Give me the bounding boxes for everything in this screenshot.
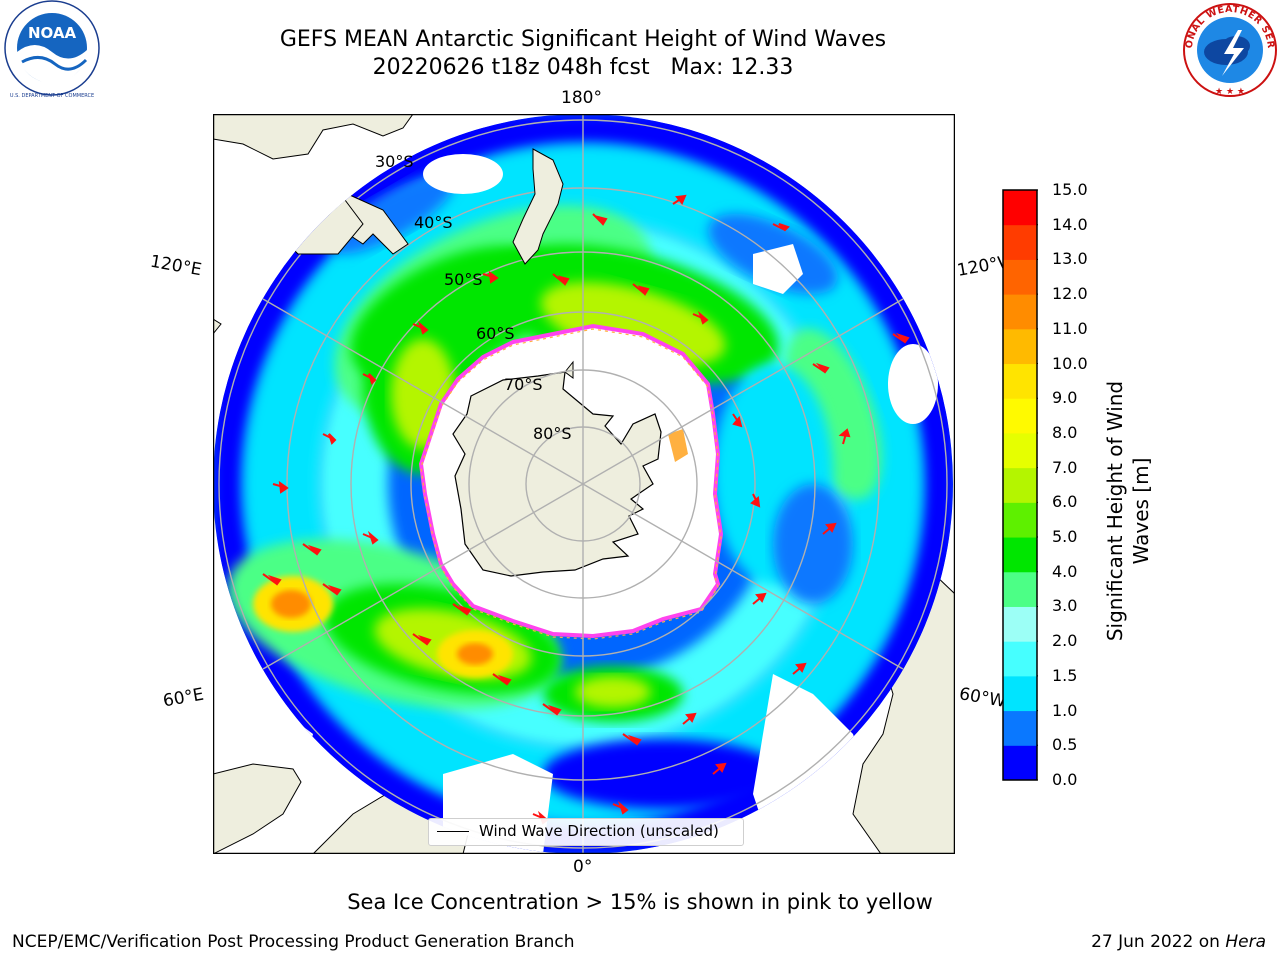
- noaa-logo: NOAA U.S. DEPARTMENT OF COMMERCE: [4, 0, 100, 99]
- colorbar-bin: [1003, 467, 1037, 503]
- colorbar-bin: [1003, 328, 1037, 365]
- lat-label-80s: 80°S: [533, 424, 572, 443]
- graticule: [218, 114, 948, 854]
- lat-label-70s: 70°S: [504, 375, 543, 394]
- nws-logo: NATIONAL WEATHER SERVICE ★ ★ ★: [1180, 0, 1277, 97]
- footer-date: 27 Jun 2022 on Hera: [1091, 932, 1266, 952]
- colorbar-bin: [1003, 745, 1037, 781]
- antarctica: [452, 371, 662, 577]
- colorbar-tick-label: 11.0: [1052, 318, 1088, 338]
- colorbar-tick-label: 9.0: [1052, 388, 1078, 408]
- colorbar-tick-label: 14.0: [1052, 214, 1088, 234]
- colorbar-bin: [1003, 432, 1037, 469]
- colorbar-tick-label: 0.0: [1052, 770, 1078, 789]
- colorbar-bin: [1003, 502, 1037, 538]
- colorbar-tick-label: 8.0: [1052, 422, 1078, 442]
- colorbar-title-line1: Significant Height of Wind: [1103, 380, 1127, 642]
- colorbar-bin: [1003, 259, 1037, 295]
- lon-label-60w: 60°W: [957, 684, 1008, 712]
- footer-credit: NCEP/EMC/Verification Post Processing Pr…: [12, 932, 575, 952]
- colorbar-tick-label: 1.0: [1052, 700, 1078, 720]
- colorbar-bin: [1003, 571, 1037, 607]
- wind-wave-arrows: [262, 194, 910, 825]
- footer-machine: Hera: [1225, 932, 1266, 952]
- lon-label-180: 180°: [561, 88, 602, 108]
- legend-line: [437, 831, 469, 832]
- colorbar-bin: [1003, 641, 1037, 677]
- colorbar-bin: [1003, 710, 1037, 746]
- colorbar-tick-label: 7.0: [1052, 457, 1078, 477]
- colorbar-tick-label: 3.0: [1052, 596, 1078, 616]
- colorbar-tick-label: 10.0: [1052, 353, 1088, 373]
- colorbar-title-line2: Waves [m]: [1129, 457, 1153, 565]
- legend-label: Wind Wave Direction (unscaled): [479, 822, 719, 840]
- colorbar-bin: [1003, 190, 1037, 226]
- lat-label-40s: 40°S: [414, 213, 453, 232]
- colorbar-tick-label: 5.0: [1052, 527, 1078, 547]
- svg-text:U.S. DEPARTMENT OF COMMERCE: U.S. DEPARTMENT OF COMMERCE: [10, 93, 94, 99]
- chart-title: GEFS MEAN Antarctic Significant Height o…: [279, 27, 887, 52]
- colorbar-bin: [1003, 224, 1037, 260]
- footer-date-text: 27 Jun 2022 on: [1091, 932, 1226, 952]
- sea-ice-caption: Sea Ice Concentration > 15% is shown in …: [347, 890, 933, 914]
- noaa-logo-text: NOAA: [28, 24, 77, 42]
- colorbar-tick-label: 1.5: [1052, 665, 1078, 685]
- lat-label-60s: 60°S: [476, 324, 515, 343]
- colorbar-tick-label: 6.0: [1052, 492, 1078, 512]
- map-legend: Wind Wave Direction (unscaled): [428, 818, 744, 846]
- colorbar-title: Significant Height of Wind Waves [m]: [1102, 351, 1154, 671]
- colorbar-bin: [1003, 363, 1037, 399]
- svg-text:★ ★ ★: ★ ★ ★: [1215, 87, 1245, 97]
- colorbar-bin: [1003, 294, 1037, 330]
- colorbar: [1002, 189, 1038, 781]
- colorbar-tick-label: 12.0: [1052, 284, 1088, 304]
- colorbar-tick-label: 13.0: [1052, 249, 1088, 269]
- colorbar-bin: [1003, 398, 1037, 434]
- lat-label-50s: 50°S: [444, 270, 483, 289]
- wave-height-map: [213, 114, 955, 854]
- lat-label-30s: 30°S: [375, 152, 414, 171]
- colorbar-tick-label: 0.5: [1052, 735, 1078, 755]
- colorbar-frame: [1002, 189, 1038, 781]
- colorbar-tick-label: 4.0: [1052, 561, 1078, 581]
- lon-label-0: 0°: [573, 857, 593, 877]
- colorbar-tick-label: 2.0: [1052, 631, 1078, 651]
- colorbar-bin: [1003, 537, 1037, 573]
- lon-label-120e: 120°E: [148, 251, 204, 281]
- colorbar-tick-label: 15.0: [1052, 180, 1088, 199]
- chart-subtitle: 20220626 t18z 048h fcst Max: 12.33: [372, 55, 794, 80]
- colorbar-bin: [1003, 675, 1037, 712]
- lon-label-60e: 60°E: [161, 684, 206, 712]
- map-frame-border: [213, 114, 955, 854]
- colorbar-bin: [1003, 606, 1037, 642]
